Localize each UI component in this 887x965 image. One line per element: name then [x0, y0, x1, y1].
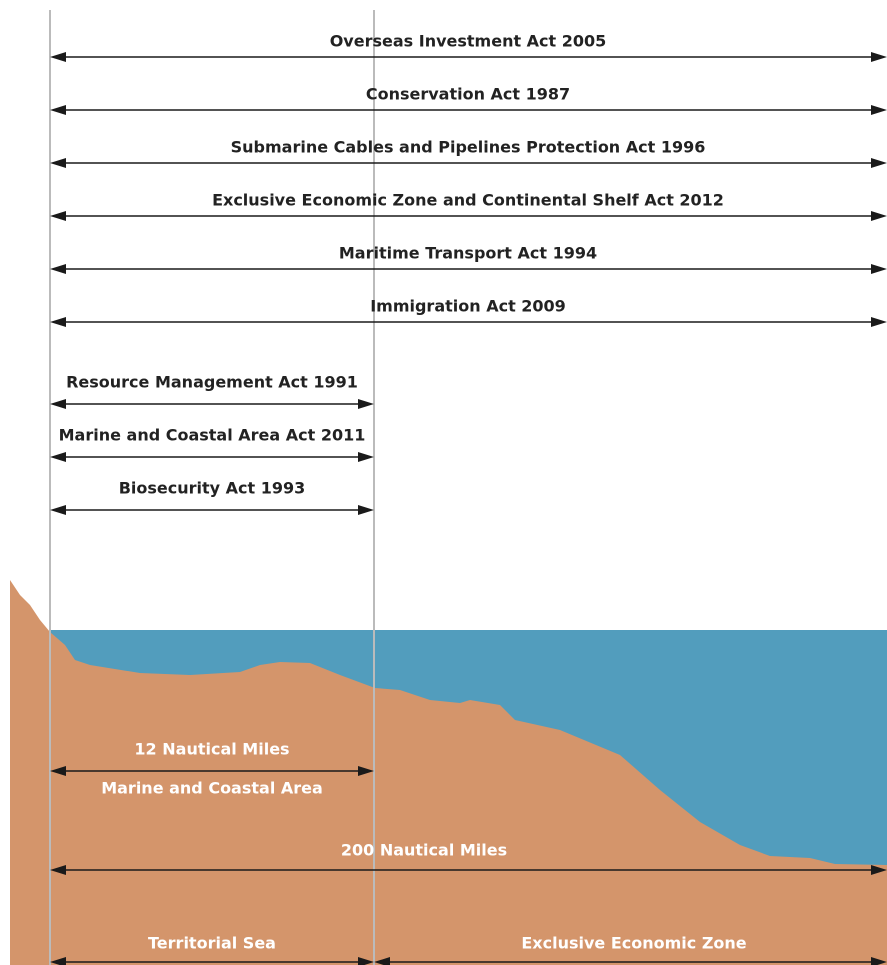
act-label: Conservation Act 1987	[366, 85, 570, 104]
act-label: Overseas Investment Act 2005	[330, 32, 607, 51]
arrow-head	[871, 264, 887, 274]
arrow-head	[50, 264, 66, 274]
act-label: Biosecurity Act 1993	[119, 479, 306, 498]
arrow-head	[50, 52, 66, 62]
arrow-head	[871, 211, 887, 221]
arrow-head	[358, 452, 374, 462]
arrow-head	[358, 399, 374, 409]
zone-label: Territorial Sea	[148, 934, 276, 953]
act-label: Resource Management Act 1991	[66, 373, 358, 392]
act-label: Immigration Act 2009	[370, 297, 566, 316]
arrow-head	[50, 158, 66, 168]
arrow-head	[871, 105, 887, 115]
act-label: Maritime Transport Act 1994	[339, 244, 597, 263]
distance-label: 200 Nautical Miles	[341, 841, 507, 860]
act-label: Marine and Coastal Area Act 2011	[59, 426, 366, 445]
arrow-head	[50, 105, 66, 115]
arrow-head	[871, 317, 887, 327]
area-label: Marine and Coastal Area	[101, 779, 323, 798]
arrow-head	[50, 452, 66, 462]
arrow-head	[358, 505, 374, 515]
act-label: Exclusive Economic Zone and Continental …	[212, 191, 724, 210]
zone-label: Exclusive Economic Zone	[521, 934, 746, 953]
arrow-head	[871, 52, 887, 62]
arrow-head	[50, 317, 66, 327]
diagram: Overseas Investment Act 2005 Conservation…	[0, 0, 887, 965]
arrow-head	[871, 158, 887, 168]
distance-label: 12 Nautical Miles	[134, 740, 289, 759]
arrow-head	[50, 505, 66, 515]
arrow-head	[50, 211, 66, 221]
arrow-head	[50, 399, 66, 409]
act-label: Submarine Cables and Pipelines Protectio…	[231, 138, 706, 157]
